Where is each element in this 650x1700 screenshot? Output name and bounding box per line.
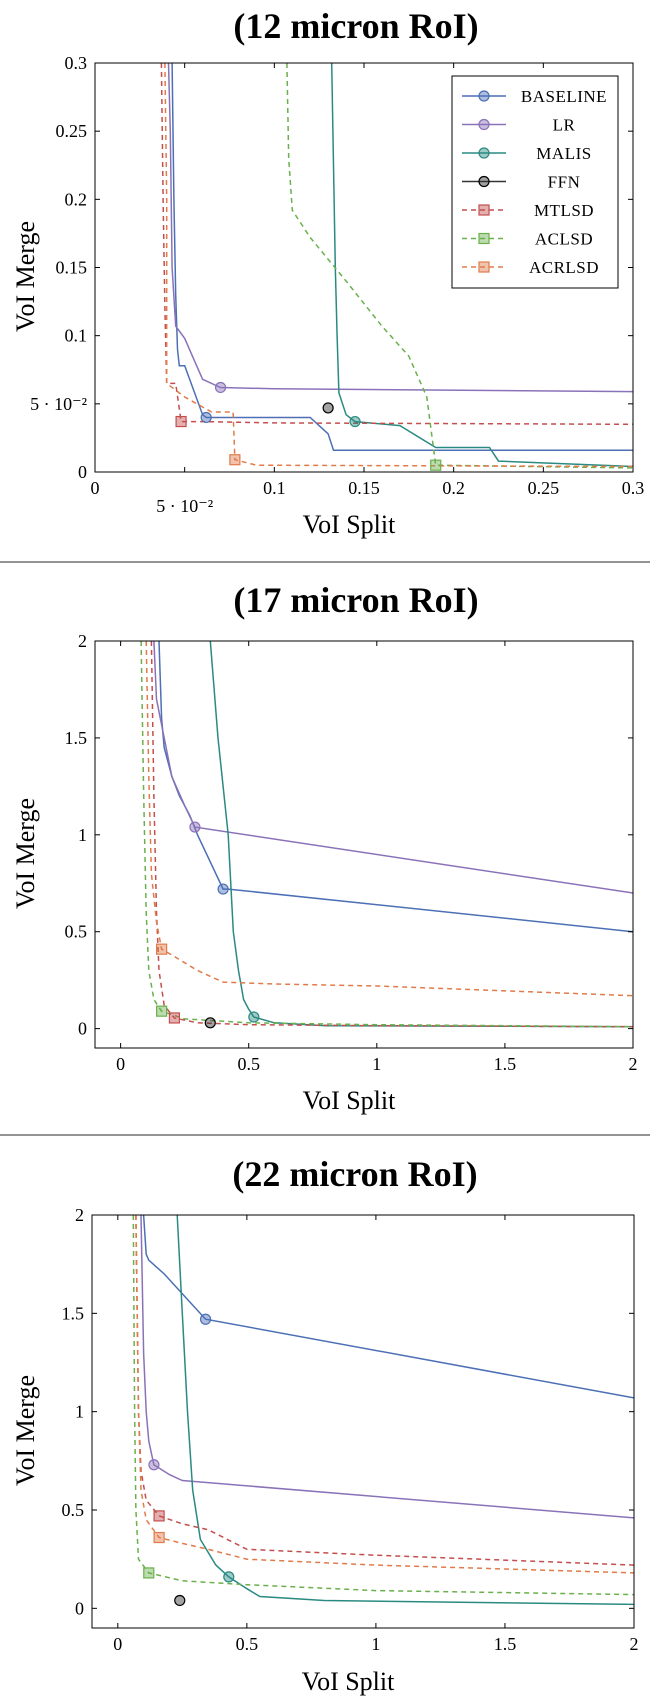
data-marker-acrlsd xyxy=(157,944,167,954)
series-line-mtlsd xyxy=(151,641,633,1027)
data-marker-baseline xyxy=(201,412,211,422)
x-axis-label: VoI Split xyxy=(303,510,396,539)
data-marker-acrlsd xyxy=(230,455,240,465)
y-tick-label: 0.5 xyxy=(62,1500,85,1520)
series-line-aclsd xyxy=(133,1215,634,1595)
x-tick-label: 0.5 xyxy=(237,1054,260,1074)
y-axis-label: VoI Merge xyxy=(11,221,40,332)
data-marker-aclsd xyxy=(144,1568,154,1578)
series-line-acrlsd xyxy=(136,1215,634,1573)
series-line-mtlsd xyxy=(136,1215,634,1565)
legend-label: ACLSD xyxy=(535,230,593,249)
data-marker-mtlsd xyxy=(154,1511,164,1521)
y-tick-label: 1.5 xyxy=(65,728,88,748)
series-lines xyxy=(141,641,633,1027)
x-tick-label: 0.2 xyxy=(442,478,465,498)
legend-swatch-marker xyxy=(479,177,489,187)
x-tick-label: 0.3 xyxy=(622,478,645,498)
legend-swatch-marker xyxy=(479,91,489,101)
y-tick-label: 0 xyxy=(78,1019,87,1039)
y-tick-label: 1 xyxy=(75,1402,84,1422)
x-tick-label: 2 xyxy=(630,1634,639,1654)
y-tick-label: 0 xyxy=(75,1598,84,1618)
series-line-lr xyxy=(141,1215,634,1518)
legend-swatch-marker xyxy=(479,234,489,244)
x-tick-label: 1.5 xyxy=(494,1634,517,1654)
y-axis-label: VoI Merge xyxy=(11,1375,40,1486)
y-tick-label: 0.1 xyxy=(65,326,88,346)
x-tick-label: 0.5 xyxy=(236,1634,259,1654)
x-axis-label: VoI Split xyxy=(303,1086,396,1115)
y-tick-label: 5 · 10⁻² xyxy=(30,394,87,414)
data-marker-ffn xyxy=(323,403,333,413)
data-marker-lr xyxy=(149,1460,159,1470)
x-tick-label: 1.5 xyxy=(494,1054,517,1074)
series-line-baseline xyxy=(144,1215,634,1398)
y-tick-label: 0.5 xyxy=(65,922,88,942)
data-marker-baseline xyxy=(201,1314,211,1324)
legend-label: MALIS xyxy=(536,144,591,163)
data-marker-lr xyxy=(216,382,226,392)
x-tick-label: 1 xyxy=(372,1054,381,1074)
legend: BASELINE LR MALIS FFN MTLSD ACLSD ACRLSD xyxy=(452,76,618,288)
series-line-malis xyxy=(210,641,633,1027)
y-tick-label: 1 xyxy=(78,825,87,845)
data-marker-malis xyxy=(350,417,360,427)
series-lines xyxy=(133,1215,634,1604)
axes-frame xyxy=(92,1215,634,1628)
y-tick-label: 0.15 xyxy=(56,258,88,278)
chart-title: (12 micron RoI) xyxy=(233,6,478,46)
legend-swatch-marker xyxy=(479,120,489,130)
data-marker-malis xyxy=(224,1572,234,1582)
data-marker-mtlsd xyxy=(176,417,186,427)
x-tick-label: 2 xyxy=(629,1054,638,1074)
x-tick-label: 0.25 xyxy=(528,478,560,498)
x-tick-label: 0.15 xyxy=(348,478,380,498)
y-tick-label: 2 xyxy=(75,1205,84,1225)
y-tick-label: 0.3 xyxy=(65,53,88,73)
data-marker-baseline xyxy=(218,884,228,894)
x-tick-label: 0 xyxy=(91,478,100,498)
axes-frame xyxy=(95,641,633,1048)
x-tick-label: 0 xyxy=(113,1634,122,1654)
data-marker-aclsd xyxy=(157,1006,167,1016)
series-line-malis xyxy=(177,1215,634,1604)
legend-label: ACRLSD xyxy=(529,258,599,277)
legend-swatch-marker xyxy=(479,148,489,158)
x-axis-label: VoI Split xyxy=(302,1667,395,1696)
data-marker-aclsd xyxy=(431,460,441,470)
chart-panel-2: (17 micron RoI) 0 0.5 1 1.5 2 0 0.5 1 1.5 2 VoI Spl… xyxy=(11,580,638,1115)
x-tick-label: 1 xyxy=(371,1634,380,1654)
chart-panel-3: (22 micron RoI) 0 0.5 1 1.5 2 0 0.5 1 1.5 2 VoI Spl… xyxy=(11,1154,639,1696)
data-marker-malis xyxy=(249,1012,259,1022)
legend-label: MTLSD xyxy=(534,201,594,220)
y-tick-label: 2 xyxy=(78,631,87,651)
data-marker-mtlsd xyxy=(169,1013,179,1023)
data-marker-ffn xyxy=(175,1595,185,1605)
y-tick-label: 0.2 xyxy=(65,189,88,209)
legend-label: BASELINE xyxy=(521,87,607,106)
series-line-lr xyxy=(154,641,633,893)
x-tick-label: 0 xyxy=(116,1054,125,1074)
series-line-baseline xyxy=(159,641,633,932)
data-marker-lr xyxy=(190,822,200,832)
x-tick-label: 0.1 xyxy=(263,478,286,498)
series-line-acrlsd xyxy=(146,641,633,996)
y-tick-label: 1.5 xyxy=(62,1303,85,1323)
y-tick-label: 0 xyxy=(78,462,87,482)
legend-label: LR xyxy=(553,116,576,135)
legend-swatch-marker xyxy=(479,262,489,272)
data-marker-ffn xyxy=(205,1018,215,1028)
legend-label: FFN xyxy=(548,173,581,192)
y-axis-label: VoI Merge xyxy=(11,798,40,909)
chart-title: (22 micron RoI) xyxy=(232,1154,477,1194)
data-marker-acrlsd xyxy=(154,1533,164,1543)
y-tick-label: 0.25 xyxy=(56,121,88,141)
legend-swatch-marker xyxy=(479,205,489,215)
x-tick-label: 5 · 10⁻² xyxy=(156,496,213,516)
chart-title: (17 micron RoI) xyxy=(233,580,478,620)
